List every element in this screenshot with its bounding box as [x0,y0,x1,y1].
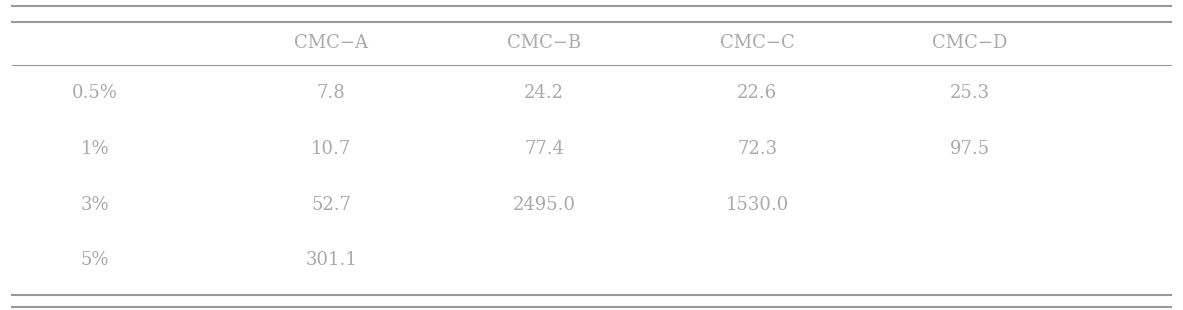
Text: 24.2: 24.2 [524,84,564,102]
Text: 77.4: 77.4 [524,140,564,158]
Text: 1%: 1% [80,140,109,158]
Text: 22.6: 22.6 [737,84,777,102]
Text: 72.3: 72.3 [737,140,777,158]
Text: 5%: 5% [80,251,109,269]
Text: 25.3: 25.3 [950,84,990,102]
Text: CMC−A: CMC−A [295,34,368,52]
Text: 0.5%: 0.5% [72,84,117,102]
Text: 2495.0: 2495.0 [512,196,576,214]
Text: 52.7: 52.7 [311,196,351,214]
Text: 301.1: 301.1 [305,251,357,269]
Text: CMC−D: CMC−D [932,34,1008,52]
Text: 3%: 3% [80,196,109,214]
Text: CMC−C: CMC−C [719,34,795,52]
Text: 10.7: 10.7 [311,140,351,158]
Text: 1530.0: 1530.0 [725,196,789,214]
Text: CMC−B: CMC−B [508,34,581,52]
Text: 7.8: 7.8 [317,84,345,102]
Text: 97.5: 97.5 [950,140,990,158]
